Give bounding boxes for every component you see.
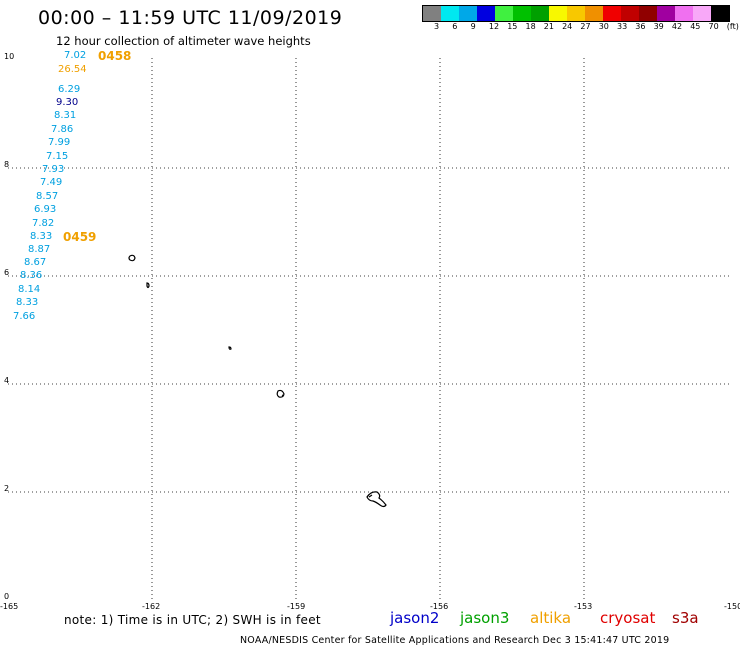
wave-height-value: 7.66 xyxy=(13,311,36,322)
color-legend xyxy=(422,5,730,22)
legend-label: 9 xyxy=(470,22,476,31)
page-title: 00:00 – 11:59 UTC 11/09/2019 xyxy=(38,7,343,29)
y-axis-label: 6 xyxy=(4,268,10,277)
y-axis-label: 10 xyxy=(4,52,15,61)
legend-swatch xyxy=(549,6,567,21)
wave-height-value: 7.93 xyxy=(42,164,65,175)
y-axis-label: 0 xyxy=(4,592,10,601)
wave-height-value: 26.54 xyxy=(58,64,87,75)
satellite-name: jason2 xyxy=(390,609,440,627)
legend-swatch xyxy=(567,6,585,21)
legend-label: 39 xyxy=(653,22,664,31)
wave-height-value: 9.30 xyxy=(56,97,79,108)
orbit-label: 0458 xyxy=(98,49,132,63)
credit-line: NOAA/NESDIS Center for Satellite Applica… xyxy=(240,635,670,646)
wave-height-value: 8.33 xyxy=(16,297,39,308)
legend-swatch xyxy=(657,6,675,21)
legend-label: 27 xyxy=(580,22,591,31)
x-axis-label: -153 xyxy=(574,602,593,611)
x-axis-label: -165 xyxy=(0,602,19,611)
wave-height-value: 6.93 xyxy=(34,204,57,215)
wave-height-value: 7.82 xyxy=(32,218,55,229)
wave-height-value: 7.99 xyxy=(48,137,71,148)
legend-label: (ft) xyxy=(726,22,739,31)
legend-label: 36 xyxy=(635,22,646,31)
legend-swatch xyxy=(477,6,495,21)
legend-label: 70 xyxy=(708,22,719,31)
legend-label: 12 xyxy=(488,22,500,31)
satellite-name: s3a xyxy=(672,609,699,627)
wave-height-value: 8.87 xyxy=(28,244,51,255)
x-axis-label: -162 xyxy=(142,602,161,611)
island-niihau xyxy=(146,282,150,289)
y-axis-label: 2 xyxy=(4,484,10,493)
note-text: note: 1) Time is in UTC; 2) SWH is in fe… xyxy=(64,613,321,627)
island-kauai xyxy=(128,254,136,262)
hawaii-coastlines xyxy=(128,254,387,508)
x-axis-label: -150 xyxy=(724,602,740,611)
legend-swatch xyxy=(711,6,729,21)
satellite-name: altika xyxy=(530,609,572,627)
wave-height-value: 8.14 xyxy=(18,284,41,295)
legend-swatch xyxy=(693,6,711,21)
legend-label: 21 xyxy=(543,22,554,31)
legend-swatch xyxy=(513,6,531,21)
wave-height-value: 7.49 xyxy=(40,177,63,188)
y-axis-label: 4 xyxy=(4,376,10,385)
x-axis-label: -156 xyxy=(430,602,449,611)
island-oahu xyxy=(228,346,232,350)
x-axis-label: -159 xyxy=(287,602,306,611)
legend-swatch xyxy=(639,6,657,21)
legend-swatch xyxy=(585,6,603,21)
page-subtitle: 12 hour collection of altimeter wave hei… xyxy=(56,34,311,48)
legend-label: 24 xyxy=(562,22,573,31)
orbit-label: 0459 xyxy=(63,230,97,244)
legend-label: 18 xyxy=(525,22,536,31)
legend-swatch xyxy=(423,6,441,21)
satellite-name: cryosat xyxy=(600,609,656,627)
legend-label: 15 xyxy=(507,22,518,31)
island-maui-group xyxy=(276,389,285,398)
legend-label: 45 xyxy=(690,22,701,31)
legend-swatch xyxy=(675,6,693,21)
wave-height-value: 7.86 xyxy=(51,124,74,135)
y-axis-label: 8 xyxy=(4,160,10,169)
legend-label: 33 xyxy=(617,22,628,31)
island-hawaii xyxy=(366,491,387,508)
wave-height-value: 8.57 xyxy=(36,191,59,202)
legend-label: 6 xyxy=(452,22,458,31)
satellite-name: jason3 xyxy=(460,609,510,627)
legend-label: 30 xyxy=(598,22,609,31)
wave-height-value: 6.29 xyxy=(58,84,81,95)
legend-swatch xyxy=(441,6,459,21)
legend-swatch xyxy=(459,6,477,21)
legend-swatch xyxy=(531,6,549,21)
wave-height-value: 8.33 xyxy=(30,231,53,242)
wave-height-value: 8.36 xyxy=(20,270,43,281)
legend-swatch xyxy=(621,6,639,21)
wave-height-value: 7.15 xyxy=(46,151,69,162)
wave-height-value: 8.31 xyxy=(54,110,77,121)
legend-label: 3 xyxy=(434,22,440,31)
legend-swatch xyxy=(603,6,621,21)
wave-height-value: 7.02 xyxy=(64,50,87,61)
legend-label: 42 xyxy=(671,22,683,31)
wave-height-value: 8.67 xyxy=(24,257,47,268)
legend-swatch xyxy=(495,6,513,21)
